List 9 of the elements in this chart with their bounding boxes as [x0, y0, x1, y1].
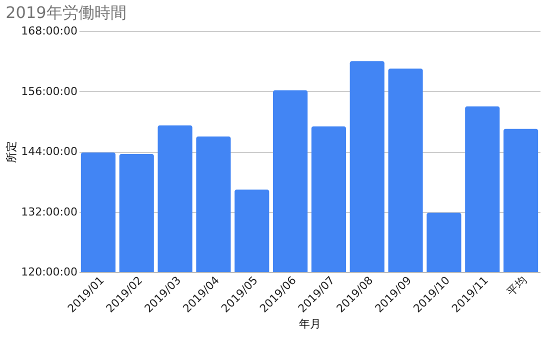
- y-tick-label: 168:00:00: [21, 24, 78, 38]
- x-axis-title: 年月: [299, 318, 321, 331]
- y-tick-label: 120:00:00: [21, 266, 78, 278]
- y-tick-label: 132:00:00: [21, 205, 78, 218]
- x-tick-label: 平均: [504, 274, 530, 299]
- chart-title: 2019年労働時間: [6, 3, 126, 22]
- y-tick-label: 144:00:00: [21, 145, 78, 158]
- y-tick-label: 156:00:00: [21, 84, 78, 98]
- y-axis-title: 所定: [5, 141, 18, 163]
